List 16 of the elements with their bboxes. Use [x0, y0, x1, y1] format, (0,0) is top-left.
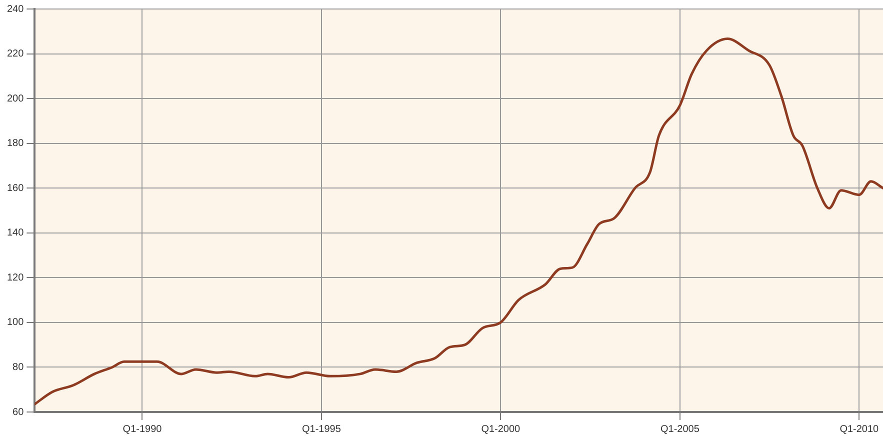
- y-tick-label: 100: [6, 317, 24, 328]
- x-tick-label: Q1-1995: [302, 424, 342, 435]
- y-tick-label: 120: [6, 272, 24, 284]
- y-tick-label: 160: [6, 182, 24, 194]
- x-tick-label: Q1-2000: [481, 424, 521, 435]
- y-tick-label: 220: [6, 48, 24, 60]
- y-tick-label: 80: [12, 362, 24, 373]
- y-tick-label: 180: [6, 138, 24, 150]
- x-tick-label: Q1-2005: [660, 424, 700, 435]
- y-tick-label: 200: [6, 93, 24, 104]
- y-tick-label: 240: [6, 4, 24, 15]
- y-tick-label: 60: [12, 406, 24, 418]
- x-tick-label: Q1-2010: [840, 424, 880, 435]
- line-series: [34, 38, 883, 406]
- y-tick-label: 140: [6, 228, 24, 239]
- x-tick-label: Q1-1990: [122, 424, 162, 435]
